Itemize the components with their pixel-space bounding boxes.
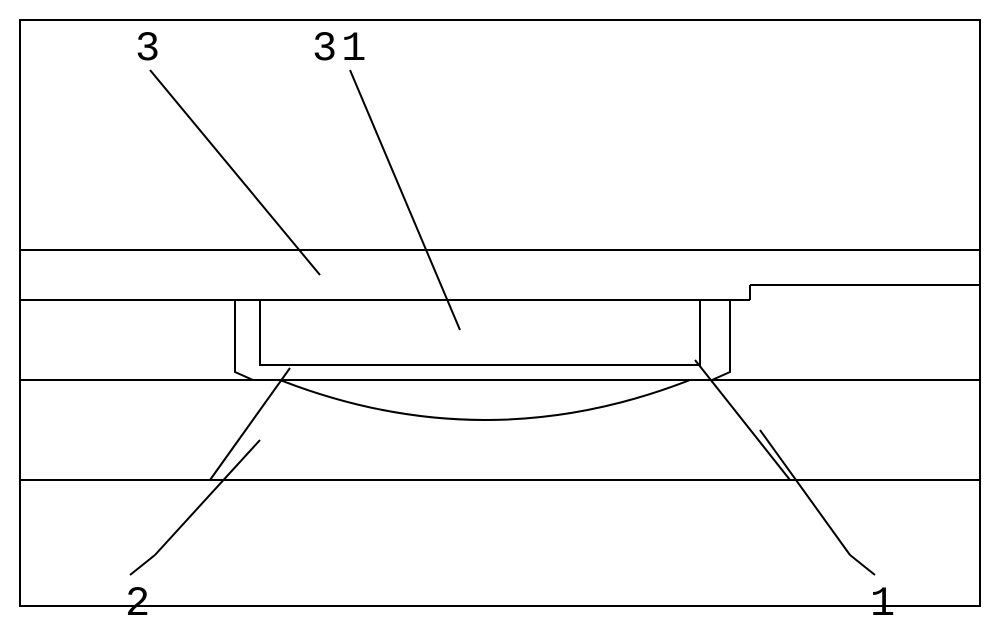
callout-label-31: 31 xyxy=(312,25,370,73)
callout-label-2: 2 xyxy=(125,580,154,628)
callout-label-1: 1 xyxy=(870,580,899,628)
technical-cross-section xyxy=(0,0,1000,626)
callout-label-3: 3 xyxy=(135,25,164,73)
